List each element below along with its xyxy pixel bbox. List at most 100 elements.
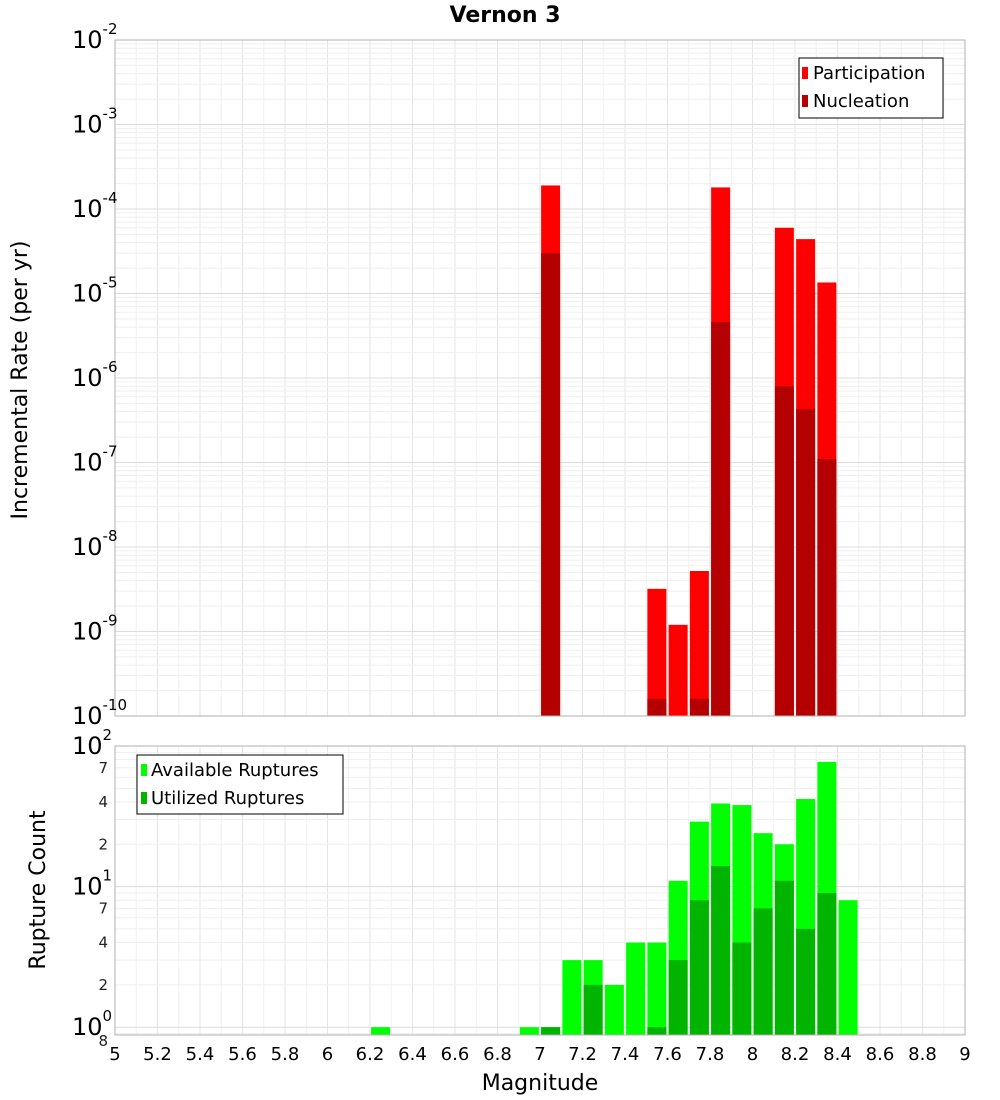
y-tick-exponent: -3 [103, 105, 118, 123]
bottom-bar-front [774, 880, 794, 1035]
y-minor-tick-label: 7 [98, 759, 108, 777]
y-axis-label-bottom: Rupture Count [26, 810, 51, 970]
x-tick-label: 6 [322, 1044, 333, 1065]
bottom-bar-front [753, 908, 773, 1035]
x-tick-label: 6.2 [356, 1044, 385, 1065]
y-tick-exponent: 0 [103, 1007, 113, 1025]
bottom-bar-back [626, 942, 646, 1035]
y-minor-tick-label: 4 [98, 793, 108, 811]
legend-swatch [141, 792, 147, 804]
x-tick-label: 8.2 [781, 1044, 810, 1065]
top-bar-front [647, 698, 667, 716]
x-tick-label: 8.6 [866, 1044, 895, 1065]
legend-label: Utilized Ruptures [151, 788, 304, 809]
y-tick-label-top: 10-6 [72, 358, 118, 392]
y-minor-tick-label: 2 [98, 976, 108, 994]
y-tick-label-top: 10-4 [72, 189, 118, 223]
bottom-bar-back [371, 1027, 391, 1035]
y-tick-exponent: -9 [103, 612, 118, 630]
x-tick-label: 7.2 [568, 1044, 597, 1065]
top-bar-front [774, 386, 794, 716]
legend-bottom-box [136, 754, 344, 815]
chart-title: Vernon 3 [450, 3, 561, 28]
x-tick-label: 5.8 [271, 1044, 300, 1065]
y-axis-label-top: Incremental Rate (per yr) [8, 241, 33, 520]
bottom-bar-front [647, 1027, 667, 1035]
top-bar-front [541, 253, 561, 716]
top-plot-frame [114, 39, 966, 717]
bottom-bar-front [668, 960, 688, 1035]
y-tick-label-bottom: 101 [72, 867, 112, 901]
x-tick-label: 5.4 [186, 1044, 215, 1065]
legend-label: Participation [813, 63, 925, 84]
x-tick-label: 6.6 [441, 1044, 470, 1065]
legend-label: Nucleation [813, 91, 909, 112]
y-tick-exponent: -4 [103, 189, 118, 207]
x-tick-label: 7.8 [696, 1044, 725, 1065]
bottom-bar-back [519, 1027, 539, 1035]
top-bar-front [689, 698, 709, 716]
bottom-bar-back [647, 942, 667, 1035]
x-tick-label: 7.6 [653, 1044, 682, 1065]
bottom-bar-front [732, 942, 752, 1035]
y-tick-exponent: -2 [103, 20, 118, 38]
bottom-bar-front [689, 900, 709, 1035]
top-bar-front [711, 321, 731, 716]
y-tick-label-top: 10-8 [72, 527, 118, 561]
y-tick-label-top: 10-7 [72, 443, 118, 477]
bottom-bar-back [604, 984, 624, 1035]
y-minor-tick-label: 8 [98, 1032, 108, 1050]
y-tick-exponent: 2 [103, 726, 113, 744]
legend-label: Available Ruptures [151, 760, 319, 781]
top-plot: 10-10 10-9 10-8 10-7 10-6 10-5 10-4 10-3 10-2 Par… [72, 20, 966, 730]
y-tick-exponent: -8 [103, 527, 118, 545]
top-bar-back [689, 570, 709, 716]
y-tick-exponent: -5 [103, 274, 118, 292]
bottom-bar-front [817, 893, 837, 1035]
legend-swatch [141, 764, 147, 776]
bottom-plot-frame [114, 745, 966, 1036]
legend-top: Participation Nucleation [798, 57, 944, 119]
y-tick-exponent: -10 [103, 696, 128, 714]
bottom-bar-front [583, 984, 603, 1035]
x-tick-label: 7 [534, 1044, 545, 1065]
legend-bottom: Available Ruptures Utilized Ruptures [136, 754, 344, 815]
y-tick-exponent: -7 [103, 443, 118, 461]
bottom-bar-front [711, 866, 731, 1035]
x-tick-label: 6.4 [398, 1044, 427, 1065]
x-tick-label: 5.2 [143, 1044, 172, 1065]
y-tick-exponent: -6 [103, 358, 118, 376]
legend-top-box [798, 57, 944, 119]
x-tick-label: 7.4 [611, 1044, 640, 1065]
bottom-bar-back [562, 960, 582, 1035]
y-tick-label-top: 10-5 [72, 274, 118, 308]
x-axis-label: Magnitude [482, 1071, 599, 1096]
bottom-bar-front [541, 1027, 561, 1035]
x-tick-label: 8.4 [823, 1044, 852, 1065]
x-tick-label: 8.8 [908, 1044, 937, 1065]
y-minor-tick-label: 7 [98, 899, 108, 917]
x-tick-label: 9 [959, 1044, 970, 1065]
y-tick-label-bottom: 102 [72, 726, 112, 760]
y-tick-label-top: 10-2 [72, 20, 118, 54]
y-tick-label-top: 10-10 [72, 696, 127, 730]
y-tick-label-top: 10-3 [72, 105, 118, 139]
top-bar-front [796, 408, 816, 716]
top-bar-back [668, 624, 688, 716]
y-minor-tick-label: 4 [98, 934, 108, 952]
x-tick-label: 6.8 [483, 1044, 512, 1065]
y-tick-exponent: 1 [103, 867, 113, 885]
y-minor-tick-label: 2 [98, 835, 108, 853]
legend-swatch [802, 95, 808, 107]
x-tick-label: 5.6 [228, 1044, 257, 1065]
x-tick-label: 8 [747, 1044, 758, 1065]
top-bar-front [817, 459, 837, 716]
bottom-bar-front [796, 928, 816, 1035]
top-bar-back [647, 588, 667, 716]
legend-swatch [802, 67, 808, 79]
bottom-bar-back [838, 900, 858, 1035]
x-tick-label: 5 [109, 1044, 120, 1065]
